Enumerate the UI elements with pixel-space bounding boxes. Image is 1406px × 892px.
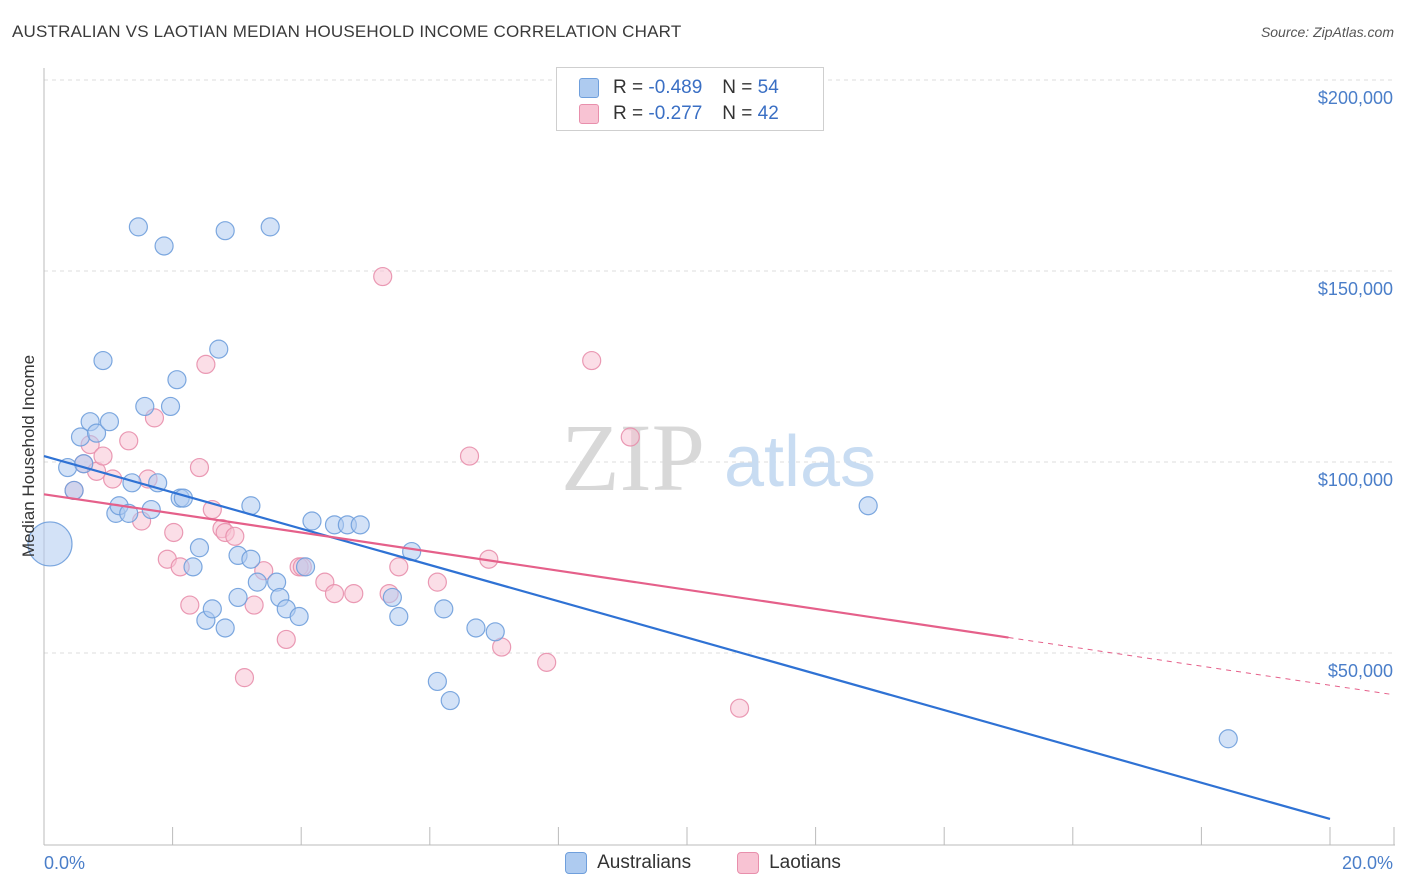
legend-swatch-blue bbox=[579, 78, 599, 98]
watermark-zip: ZIP bbox=[561, 404, 705, 511]
laotian-point bbox=[234, 668, 255, 688]
legend-label-laotians: Laotians bbox=[769, 852, 841, 873]
laotian-point bbox=[620, 427, 640, 447]
y-tick-label: $100,000 bbox=[1318, 470, 1393, 490]
legend-r-value: -0.489 bbox=[648, 77, 703, 98]
australian-point bbox=[86, 423, 107, 443]
laotian-point bbox=[324, 583, 345, 604]
australian-point bbox=[295, 557, 316, 577]
laotian-point bbox=[244, 595, 264, 615]
australian-point bbox=[434, 599, 454, 619]
laotian-point bbox=[459, 446, 480, 466]
legend-row-laotians: R = -0.277 N = 42 bbox=[579, 103, 779, 125]
laotian-point bbox=[93, 446, 113, 466]
australian-point bbox=[241, 549, 261, 569]
y-tick-label: $50,000 bbox=[1328, 661, 1393, 681]
australian-point bbox=[215, 618, 235, 638]
y-tick-label: $150,000 bbox=[1318, 279, 1393, 299]
laotian-point bbox=[164, 522, 184, 543]
laotian-point bbox=[225, 526, 245, 546]
axes-layer bbox=[43, 68, 1395, 846]
legend-r-label: R = bbox=[613, 103, 644, 124]
legend-r-value: -0.277 bbox=[648, 103, 703, 124]
legend-label-australians: Australians bbox=[597, 852, 692, 873]
australian-point bbox=[119, 503, 139, 523]
australian-point bbox=[99, 412, 120, 432]
australian-point bbox=[302, 511, 322, 531]
australian-point bbox=[382, 587, 402, 608]
laotian-point bbox=[180, 595, 200, 615]
australian-point bbox=[27, 521, 73, 567]
legend-n-label: N = bbox=[722, 77, 753, 98]
laotian-point bbox=[537, 652, 557, 672]
laotian-point bbox=[389, 557, 409, 577]
australian-point bbox=[128, 217, 148, 237]
australian-point bbox=[209, 339, 229, 359]
laotian-point bbox=[729, 698, 750, 718]
legend-swatch-pink bbox=[579, 104, 599, 124]
watermark: ZIP atlas bbox=[561, 404, 876, 511]
tick-labels-layer: $50,000 $100,000 $150,000 $200,000 0.0% 20.0% bbox=[44, 88, 1393, 873]
source-label: Source: ZipAtlas.com bbox=[1260, 24, 1394, 40]
legend: R = -0.489 N = 54 R = -0.277 N = 42 bbox=[556, 67, 824, 131]
australian-point bbox=[350, 515, 370, 535]
australian-point bbox=[260, 217, 280, 237]
australian-point bbox=[289, 606, 309, 627]
laotian-point bbox=[582, 350, 602, 371]
australian-point bbox=[93, 350, 113, 371]
australian-point bbox=[389, 606, 409, 627]
australian-point bbox=[189, 538, 210, 558]
laotians-trendline bbox=[43, 493, 1009, 639]
legend-r-label: R = bbox=[613, 77, 644, 98]
bottom-legend-australians: Australians bbox=[565, 852, 691, 874]
australian-point bbox=[167, 370, 187, 390]
australian-point bbox=[183, 557, 203, 577]
legend-swatch-pink bbox=[737, 852, 760, 874]
x-tick-label: 0.0% bbox=[44, 853, 85, 873]
y-tick-label: $200,000 bbox=[1318, 88, 1393, 108]
australian-point bbox=[485, 622, 505, 642]
bottom-legend: Australians Laotians bbox=[0, 852, 1406, 874]
points-layer bbox=[27, 217, 1238, 749]
australian-point bbox=[466, 618, 486, 638]
australian-point bbox=[215, 221, 235, 241]
australians-trendline bbox=[43, 455, 1331, 821]
laotian-point bbox=[196, 354, 216, 374]
x-tick-label: 20.0% bbox=[1342, 853, 1393, 873]
australian-point bbox=[440, 690, 460, 711]
legend-n-label: N = bbox=[722, 103, 753, 124]
australian-point bbox=[858, 496, 878, 516]
australian-point bbox=[427, 671, 447, 692]
legend-n-value: 54 bbox=[757, 77, 779, 98]
chart-title: AUSTRALIAN VS LAOTIAN MEDIAN HOUSEHOLD I… bbox=[12, 22, 682, 41]
legend-swatch-blue bbox=[565, 852, 588, 874]
laotian-point bbox=[427, 572, 447, 592]
australian-point bbox=[154, 236, 174, 256]
australian-point bbox=[202, 599, 222, 619]
australian-point bbox=[228, 587, 248, 608]
trendlines-layer bbox=[43, 455, 1391, 821]
australian-point bbox=[247, 572, 267, 592]
bottom-legend-laotians: Laotians bbox=[737, 852, 841, 874]
australian-point bbox=[1218, 729, 1238, 749]
australian-point bbox=[160, 396, 181, 417]
legend-row-australians: R = -0.489 N = 54 bbox=[579, 77, 779, 99]
laotian-point bbox=[189, 457, 210, 478]
laotian-point bbox=[119, 431, 139, 451]
australian-point bbox=[135, 396, 155, 417]
laotian-point bbox=[373, 266, 393, 287]
laotians-trendline-extension bbox=[1008, 637, 1391, 695]
watermark-atlas: atlas bbox=[724, 422, 876, 502]
y-axis-label: Median Household Income bbox=[19, 355, 38, 557]
laotian-point bbox=[276, 629, 296, 650]
laotian-point bbox=[344, 583, 364, 604]
legend-n-value: 42 bbox=[757, 103, 779, 124]
